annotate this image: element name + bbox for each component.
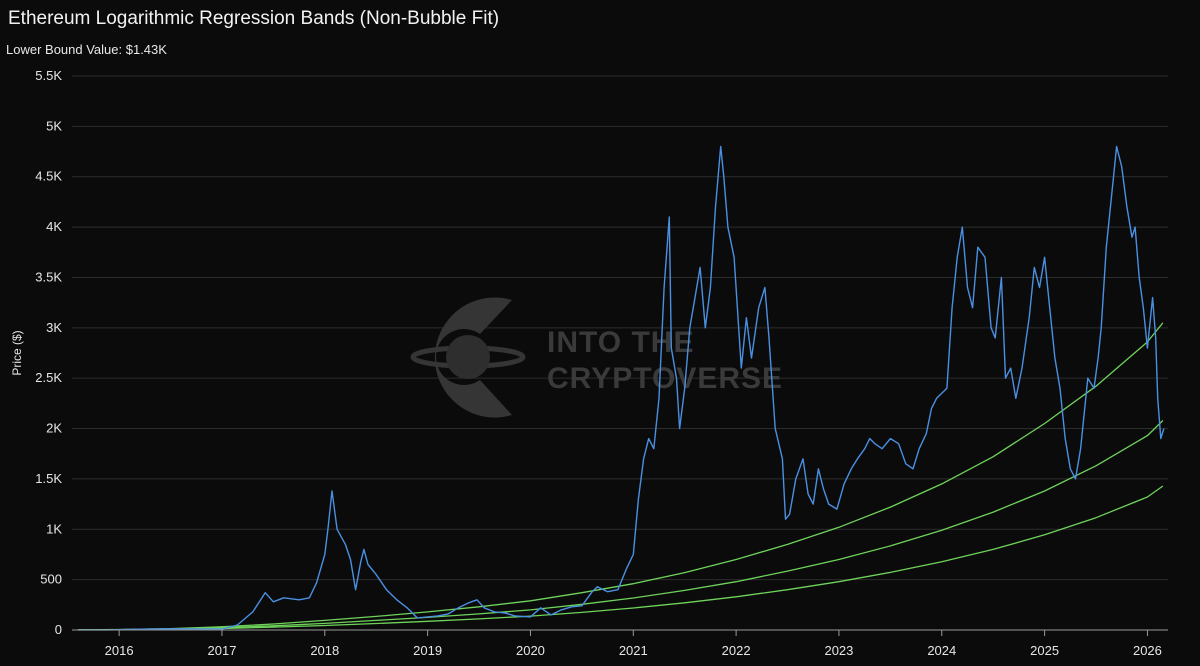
y-tick-label: 2K bbox=[46, 421, 62, 436]
grid-lines bbox=[72, 75, 1168, 581]
x-tick-label: 2017 bbox=[208, 643, 237, 658]
x-tick-label: 2025 bbox=[1030, 643, 1059, 658]
x-tick-label: 2021 bbox=[619, 643, 648, 658]
y-tick-label: 3.5K bbox=[35, 269, 62, 284]
price-series-line bbox=[78, 145, 1165, 631]
x-tick-label: 2026 bbox=[1133, 643, 1162, 658]
x-tick-labels: 2016 2017 2018 2019 2020 2021 2022 2023 2024 2025… bbox=[105, 630, 1162, 658]
x-tick-label: 2022 bbox=[722, 643, 751, 658]
x-tick-label: 2023 bbox=[824, 643, 853, 658]
x-tick-label: 2016 bbox=[105, 643, 134, 658]
y-tick-label: 2.5K bbox=[35, 370, 62, 385]
y-tick-label: 4.5K bbox=[35, 169, 62, 184]
y-tick-label: 0 bbox=[55, 622, 62, 637]
y-tick-labels: 0 500 1K 1.5K 2K 2.5K 3K 3.5K 4K 4.5K 5K 5.5K bbox=[35, 68, 62, 637]
y-tick-label: 5.5K bbox=[35, 68, 62, 83]
regression-band-line-3 bbox=[77, 485, 1164, 631]
chart-title: Ethereum Logarithmic Regression Bands (N… bbox=[8, 8, 500, 29]
y-tick-label: 5K bbox=[46, 118, 62, 133]
y-tick-label: 1.5K bbox=[35, 471, 62, 486]
y-tick-label: 1K bbox=[46, 521, 62, 536]
y-tick-label: 500 bbox=[40, 572, 62, 587]
x-tick-label: 2020 bbox=[516, 643, 545, 658]
watermark: INTO THE CRYPTOVERSE bbox=[410, 297, 783, 418]
y-tick-label: 4K bbox=[46, 219, 62, 234]
chart-subtitle: Lower Bound Value: $1.43K bbox=[6, 42, 167, 57]
x-tick-label: 2018 bbox=[310, 643, 339, 658]
y-tick-label: 3K bbox=[46, 320, 62, 335]
series-lines bbox=[77, 145, 1165, 631]
watermark-logo-icon bbox=[410, 297, 526, 418]
x-tick-label: 2024 bbox=[927, 643, 956, 658]
y-axis-label: Price ($) bbox=[10, 330, 24, 375]
watermark-line-2: CRYPTOVERSE bbox=[547, 362, 783, 395]
watermark-line-1: INTO THE bbox=[547, 326, 694, 359]
regression-band-line-2 bbox=[77, 420, 1164, 631]
x-tick-label: 2019 bbox=[413, 643, 442, 658]
regression-band-line-1 bbox=[77, 322, 1164, 631]
